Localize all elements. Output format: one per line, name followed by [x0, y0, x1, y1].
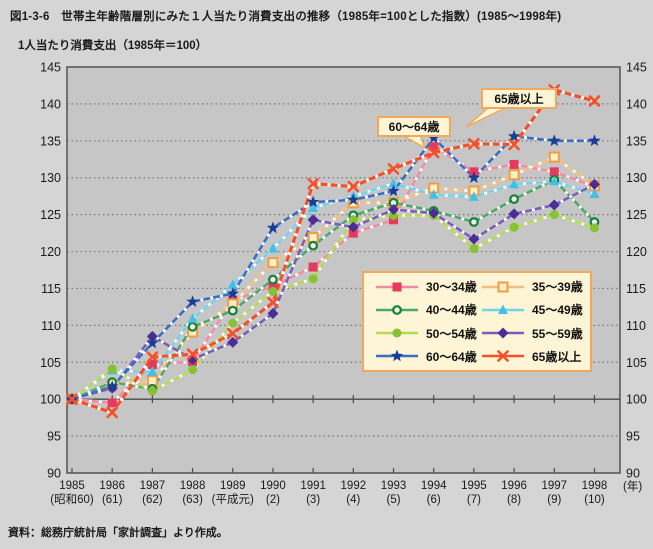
legend-item-age-40-44: 40～44歳	[374, 301, 480, 318]
series-line-50～54歳	[71, 213, 595, 401]
svg-text:(6): (6)	[427, 494, 441, 506]
svg-text:140: 140	[626, 97, 647, 111]
legend-label: 60～64歳	[426, 349, 477, 364]
svg-text:120: 120	[626, 245, 647, 259]
svg-text:(62): (62)	[142, 494, 163, 506]
svg-text:115: 115	[626, 282, 646, 296]
legend-label: 45～49歳	[532, 303, 583, 318]
svg-text:105: 105	[40, 356, 61, 370]
svg-text:(7): (7)	[467, 494, 481, 506]
legend-item-age-30-34: 30～34歳	[374, 278, 480, 295]
plot-area	[67, 67, 620, 473]
chart-legend: 30～34歳 35～39歳 40～44歳 45～49歳 50～54歳 55～59…	[362, 271, 592, 372]
svg-text:110: 110	[41, 319, 61, 333]
svg-text:(61): (61)	[102, 494, 123, 506]
svg-text:(63): (63)	[182, 494, 203, 506]
legend-label: 50～54歳	[426, 326, 477, 341]
page-title: 図1-3-6 世帯主年齢階層別にみた１人当たり消費支出の推移（1985年=100…	[10, 11, 562, 23]
svg-text:1989: 1989	[220, 480, 246, 492]
legend-item-age-50-54: 50～54歳	[374, 325, 480, 342]
svg-text:145: 145	[40, 61, 61, 75]
legend-label: 30～34歳	[426, 280, 477, 295]
svg-text:1993: 1993	[381, 480, 407, 492]
svg-text:90: 90	[626, 467, 640, 481]
svg-text:1994: 1994	[421, 480, 447, 492]
source-note: 資料：総務庁統計局「家計調査」より作成。	[8, 527, 228, 539]
svg-text:1990: 1990	[260, 480, 286, 492]
svg-text:(3): (3)	[306, 494, 320, 506]
svg-text:110: 110	[626, 319, 646, 333]
callout-65plus: 65歳以上	[481, 88, 557, 109]
svg-text:(4): (4)	[346, 494, 360, 506]
legend-label: 35～39歳	[532, 280, 583, 295]
legend-label: 40～44歳	[426, 303, 477, 318]
legend-swatch-30-34	[376, 282, 418, 292]
svg-text:120: 120	[40, 245, 61, 259]
svg-text:(5): (5)	[386, 494, 400, 506]
svg-text:125: 125	[626, 208, 647, 222]
svg-text:1985: 1985	[59, 480, 85, 492]
legend-item-age-45-49: 45～49歳	[480, 301, 586, 318]
legend-swatch-65plus	[482, 350, 524, 363]
svg-text:1991: 1991	[300, 480, 326, 492]
legend-swatch-45-49	[482, 304, 524, 314]
legend-item-age-60-64: 60～64歳	[374, 348, 480, 365]
x-axis-unit: (年)	[623, 479, 642, 493]
legend-swatch-40-44	[376, 304, 418, 315]
svg-text:1992: 1992	[341, 480, 367, 492]
legend-label: 55～59歳	[532, 326, 583, 341]
legend-label: 65歳以上	[532, 349, 582, 364]
svg-text:1996: 1996	[501, 480, 527, 492]
series-line-35～39歳	[71, 155, 596, 401]
legend-swatch-50-54	[376, 328, 418, 338]
svg-text:140: 140	[40, 97, 61, 111]
legend-swatch-60-64	[376, 349, 418, 362]
legend-swatch-55-59	[482, 327, 524, 339]
y-axis-labels: 90 90 95 95 100 100 105 105 110 110 115 115 120 120 12…	[40, 61, 647, 481]
legend-swatch-35-39	[482, 281, 524, 293]
svg-text:100: 100	[40, 393, 61, 407]
series-line-40～44歳	[71, 178, 596, 401]
svg-text:1988: 1988	[180, 480, 206, 492]
svg-text:105: 105	[626, 356, 647, 370]
svg-text:1986: 1986	[99, 480, 125, 492]
svg-text:1998: 1998	[582, 480, 608, 492]
svg-text:1997: 1997	[541, 480, 567, 492]
legend-item-age-65plus: 65歳以上	[480, 348, 586, 365]
svg-text:130: 130	[626, 171, 647, 185]
svg-text:100: 100	[626, 393, 647, 407]
legend-item-age-55-59: 55～59歳	[480, 325, 586, 342]
svg-text:(8): (8)	[507, 494, 521, 506]
svg-text:(9): (9)	[547, 494, 561, 506]
svg-text:135: 135	[626, 134, 647, 148]
svg-text:135: 135	[40, 134, 61, 148]
svg-text:125: 125	[40, 208, 61, 222]
axes	[66, 66, 621, 474]
svg-text:95: 95	[47, 430, 61, 444]
svg-text:1995: 1995	[461, 480, 487, 492]
svg-text:(2): (2)	[266, 494, 280, 506]
svg-text:130: 130	[40, 171, 61, 185]
x-axis-labels: 1985 1986 1987 1988 1989 1990 1991 1992 1993 1994…	[50, 479, 642, 506]
series-markers-60～64歳	[65, 129, 601, 405]
svg-text:(昭和60): (昭和60)	[50, 493, 94, 506]
svg-text:1987: 1987	[140, 480, 166, 492]
y-axis-title: 1人当たり消費支出（1985年＝100）	[18, 40, 208, 52]
series-line-65歳以上	[71, 88, 595, 415]
svg-text:(10): (10)	[584, 494, 605, 506]
svg-text:115: 115	[41, 282, 61, 296]
svg-text:90: 90	[47, 467, 61, 481]
svg-text:(平成元): (平成元)	[212, 493, 254, 506]
svg-text:145: 145	[626, 61, 647, 75]
series-line-55～59歳	[71, 183, 596, 401]
legend-item-age-35-39: 35～39歳	[480, 278, 586, 295]
svg-text:95: 95	[626, 430, 640, 444]
callout-60-64: 60～64歳	[377, 116, 451, 137]
